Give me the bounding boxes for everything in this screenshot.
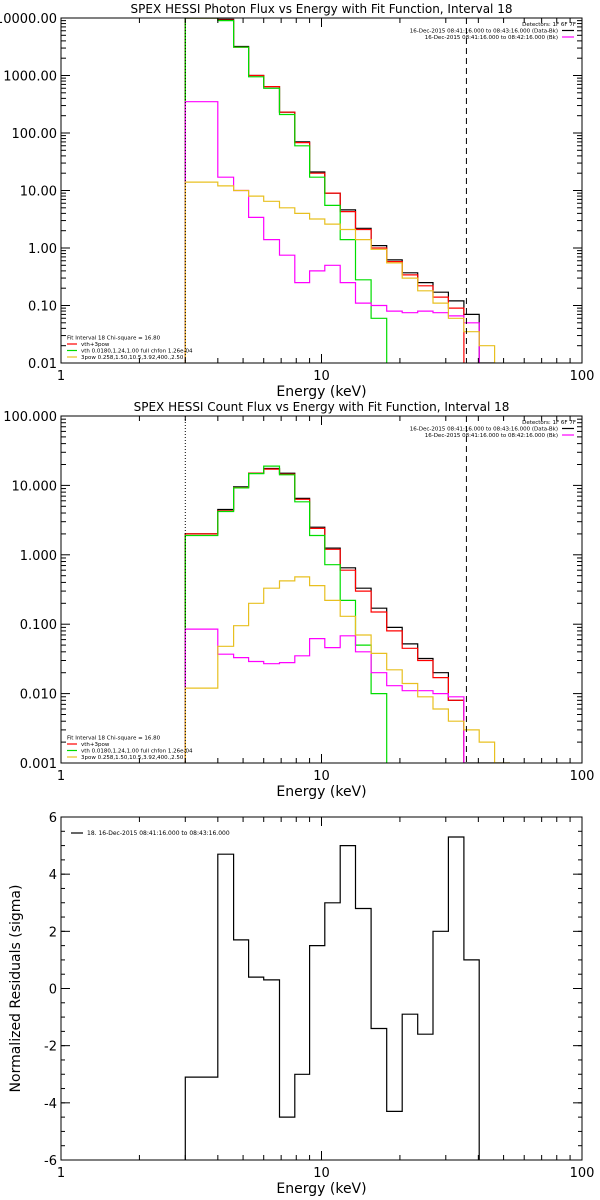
legend-entry: Detectors: 1F 6F 7F bbox=[522, 22, 576, 28]
y-tick-label: 0.01 bbox=[28, 357, 57, 372]
chart-title: SPEX HESSI Photon Flux vs Energy with Fi… bbox=[131, 2, 513, 16]
x-tick-label: 1 bbox=[57, 1166, 65, 1181]
y-tick-label: 10000.00 bbox=[0, 12, 57, 27]
y-tick-label: 2 bbox=[49, 925, 57, 940]
y-tick-label: -2 bbox=[44, 1040, 57, 1055]
legend-entry: 18. 16-Dec-2015 08:41:16.000 to 08:43:16… bbox=[87, 830, 230, 837]
y-tick-label: 100.000 bbox=[3, 410, 57, 425]
series-line-5 bbox=[184, 576, 510, 763]
y-tick-label: 0 bbox=[49, 983, 57, 998]
series-line-4 bbox=[184, 628, 465, 763]
series-group bbox=[184, 836, 480, 1160]
chart-panel-3: 1 10 100 -6 -4 -2 0 2 4 6 Energy (keV) Normalized R… bbox=[8, 811, 594, 1197]
y-tick-label: 0.001 bbox=[20, 757, 57, 772]
legend-entry: vth 0.0180,1.24,1.00 full chfon 1.26e-04 bbox=[81, 349, 193, 355]
chart-panel-1: SPEX HESSI Photon Flux vs Energy with Fi… bbox=[0, 2, 594, 400]
y-tick-label: 6 bbox=[49, 811, 57, 826]
y-tick-label: 0.10 bbox=[28, 300, 57, 315]
x-tick-label: 1 bbox=[57, 769, 65, 784]
legend-entry: 16-Dec-2015 08:41:16.000 to 08:42:16.000… bbox=[425, 433, 558, 439]
legend-entry: 16-Dec-2015 08:41:16.000 to 08:43:16.000… bbox=[410, 427, 558, 433]
legend-entry: vth 0.0180,1.24,1.00 full chfon 1.26e-04 bbox=[81, 749, 193, 755]
y-axis-label: Normalized Residuals (sigma) bbox=[8, 885, 24, 1093]
series-line-4 bbox=[184, 101, 480, 363]
x-tick-label: 100 bbox=[570, 369, 595, 384]
y-tick-label: 10.000 bbox=[12, 479, 58, 494]
series-line-2 bbox=[184, 468, 465, 763]
x-axis-label: Energy (keV) bbox=[276, 1181, 366, 1197]
y-tick-label: 10.00 bbox=[20, 185, 57, 200]
x-axis-label: Energy (keV) bbox=[276, 384, 366, 400]
x-tick-label: 10 bbox=[313, 369, 330, 384]
legend-entry: vth+3pow bbox=[81, 342, 110, 348]
legend-entry: vth+3pow bbox=[81, 742, 110, 748]
legend-entry: 16-Dec-2015 08:41:16.000 to 08:43:16.000… bbox=[410, 29, 558, 35]
series-line-5 bbox=[184, 181, 496, 363]
x-tick-label: 100 bbox=[570, 1166, 595, 1181]
legend-entry: 3pow 0.258,1.50,10.5,3.92,400.,2.50 bbox=[81, 755, 184, 761]
y-tick-label: 1.00 bbox=[28, 242, 57, 257]
plot-frame bbox=[60, 17, 583, 364]
y-tick-label: 100.00 bbox=[12, 127, 58, 142]
series-line-3 bbox=[184, 18, 388, 363]
x-tick-label: 100 bbox=[570, 769, 595, 784]
series-group bbox=[184, 465, 510, 763]
y-tick-label: -4 bbox=[44, 1097, 57, 1112]
x-axis-label: Energy (keV) bbox=[276, 784, 366, 800]
y-tick-label: 4 bbox=[49, 868, 57, 883]
legend-entry: 16-Dec-2015 08:41:16.000 to 08:42:16.000… bbox=[425, 35, 558, 41]
plot-frame bbox=[60, 415, 583, 764]
chart-title: SPEX HESSI Count Flux vs Energy with Fit… bbox=[134, 400, 510, 414]
legend-entry: 3pow 0.258,1.50,10.5,3.92,400.,2.50 bbox=[81, 355, 184, 361]
y-tick-label: 1000.00 bbox=[3, 70, 57, 85]
series-group bbox=[184, 18, 496, 363]
legend-entry: Fit Interval 18 Chi-square = 16.80 bbox=[67, 736, 161, 742]
plot-frame bbox=[60, 816, 583, 1161]
legend-entry: Fit Interval 18 Chi-square = 16.80 bbox=[67, 336, 161, 342]
legend-entry: Detectors: 1F 6F 7F bbox=[522, 420, 576, 426]
y-tick-label: 0.100 bbox=[20, 618, 57, 633]
x-tick-label: 10 bbox=[313, 769, 330, 784]
series-line-1 bbox=[184, 836, 480, 1160]
y-tick-label: 0.010 bbox=[20, 688, 57, 703]
x-tick-label: 10 bbox=[313, 1166, 330, 1181]
x-tick-label: 1 bbox=[57, 369, 65, 384]
series-line-3 bbox=[184, 465, 388, 763]
y-tick-label: 1.000 bbox=[20, 549, 57, 564]
y-tick-label: -6 bbox=[44, 1154, 57, 1169]
chart-panel-2: SPEX HESSI Count Flux vs Energy with Fit… bbox=[3, 400, 594, 800]
